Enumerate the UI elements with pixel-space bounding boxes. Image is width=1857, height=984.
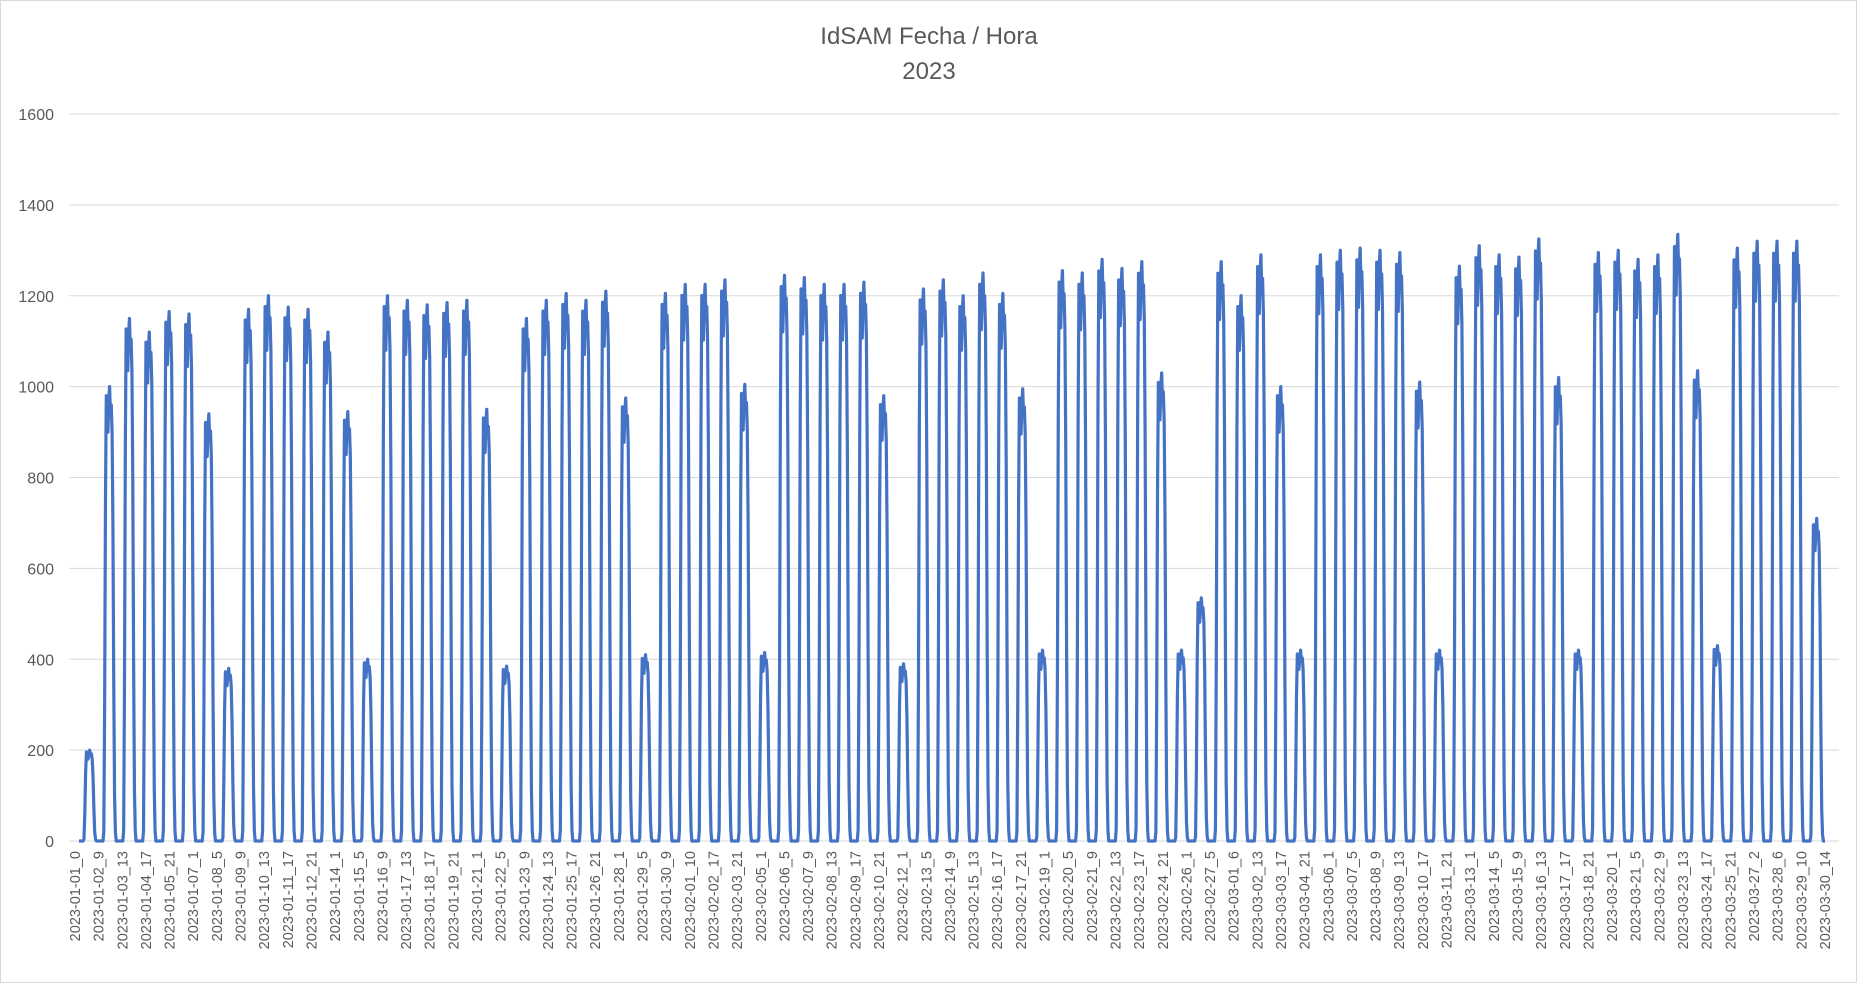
y-tick-label: 800 — [27, 471, 54, 488]
x-tick-label: 2023-02-16_17 — [990, 851, 1006, 949]
chart-title: IdSAM Fecha / Hora — [820, 23, 1038, 50]
x-tick-label: 2023-02-02_17 — [706, 851, 722, 949]
x-tick-label: 2023-02-26_1 — [1179, 851, 1195, 941]
x-tick-label: 2023-02-14_9 — [943, 851, 959, 941]
x-tick-label: 2023-01-16_9 — [375, 851, 391, 941]
y-tick-label: 1400 — [18, 198, 54, 215]
x-tick-label: 2023-01-11_17 — [281, 851, 297, 948]
x-tick-label: 2023-03-24_17 — [1700, 851, 1716, 949]
x-tick-label: 2023-02-05_1 — [754, 851, 770, 941]
x-tick-label: 2023-03-25_21 — [1723, 851, 1739, 949]
x-tick-label: 2023-01-10_13 — [257, 851, 273, 949]
x-tick-label: 2023-01-05_21 — [163, 851, 179, 949]
x-tick-label: 2023-02-01_10 — [683, 851, 699, 949]
y-tick-label: 1600 — [18, 107, 54, 124]
x-tick-label: 2023-03-08_9 — [1369, 851, 1385, 941]
x-tick-label: 2023-03-13_1 — [1463, 851, 1479, 941]
x-tick-label: 2023-01-26_21 — [588, 851, 604, 949]
x-tick-label: 2023-01-08_5 — [210, 851, 226, 941]
x-tick-label: 2023-03-18_21 — [1581, 851, 1597, 949]
x-tick-label: 2023-01-25_17 — [565, 851, 581, 949]
x-tick-label: 2023-03-20_1 — [1605, 851, 1621, 941]
y-tick-label: 1000 — [18, 380, 54, 397]
x-tick-label: 2023-01-17_13 — [399, 851, 415, 949]
chart-subtitle: 2023 — [902, 58, 955, 85]
x-tick-label: 2023-01-21_1 — [470, 851, 486, 941]
x-tick-label: 2023-02-12_1 — [896, 851, 912, 941]
x-tick-label: 2023-02-13_5 — [919, 851, 935, 941]
x-tick-label: 2023-03-09_13 — [1392, 851, 1408, 949]
x-tick-label: 2023-03-11_21 — [1440, 851, 1456, 948]
x-tick-label: 2023-03-29_10 — [1794, 851, 1810, 949]
y-tick-label: 400 — [27, 652, 54, 669]
x-tick-label: 2023-03-17_17 — [1558, 851, 1574, 949]
x-tick-label: 2023-02-03_21 — [730, 851, 746, 949]
x-axis-ticks: 2023-01-01_0 2023-01-02_9 2023-01-03_13 202… — [68, 851, 1834, 949]
x-tick-label: 2023-01-01_0 — [68, 851, 84, 941]
x-tick-label: 2023-01-03_13 — [115, 851, 131, 949]
x-tick-label: 2023-01-18_17 — [423, 851, 439, 949]
x-tick-label: 2023-03-30_14 — [1818, 851, 1834, 949]
x-tick-label: 2023-01-29_5 — [636, 851, 652, 941]
x-tick-label: 2023-01-07_1 — [186, 851, 202, 941]
x-tick-label: 2023-03-21_5 — [1629, 851, 1645, 941]
x-tick-label: 2023-03-23_13 — [1676, 851, 1692, 949]
x-tick-label: 2023-03-28_6 — [1771, 851, 1787, 941]
x-tick-label: 2023-02-07_9 — [801, 851, 817, 941]
series-line-layer — [78, 232, 1826, 843]
y-tick-label: 200 — [27, 743, 54, 760]
x-tick-label: 2023-02-10_21 — [872, 851, 888, 949]
x-tick-label: 2023-01-19_21 — [446, 851, 462, 949]
x-tick-label: 2023-02-22_13 — [1108, 851, 1124, 949]
x-tick-label: 2023-01-14_1 — [328, 851, 344, 941]
series-line — [78, 232, 1826, 843]
x-tick-label: 2023-03-10_17 — [1416, 851, 1432, 949]
x-tick-label: 2023-03-16_13 — [1534, 851, 1550, 949]
x-tick-label: 2023-02-19_1 — [1038, 851, 1054, 941]
x-tick-label: 2023-03-15_9 — [1510, 851, 1526, 941]
x-tick-label: 2023-01-15_5 — [352, 851, 368, 941]
x-tick-label: 2023-03-01_6 — [1227, 851, 1243, 941]
y-tick-label: 1200 — [18, 289, 54, 306]
x-tick-label: 2023-03-14_5 — [1487, 851, 1503, 941]
y-tick-label: 0 — [45, 834, 54, 851]
x-tick-label: 2023-01-30_9 — [659, 851, 675, 941]
x-tick-label: 2023-03-03_17 — [1274, 851, 1290, 949]
x-tick-label: 2023-02-09_17 — [848, 851, 864, 949]
x-tick-label: 2023-02-27_5 — [1203, 851, 1219, 941]
x-tick-label: 2023-01-02_9 — [92, 851, 108, 941]
x-tick-label: 2023-01-24_13 — [541, 851, 557, 949]
y-axis-ticks: 0 200 400 600 800 1000 1200 1400 1600 — [18, 107, 54, 851]
x-tick-label: 2023-01-23_9 — [517, 851, 533, 941]
x-tick-label: 2023-03-02_13 — [1250, 851, 1266, 949]
x-tick-label: 2023-02-06_5 — [777, 851, 793, 941]
x-tick-label: 2023-02-23_17 — [1132, 851, 1148, 949]
x-tick-label: 2023-01-12_21 — [304, 851, 320, 949]
x-tick-label: 2023-01-28_1 — [612, 851, 628, 941]
x-tick-label: 2023-01-22_5 — [494, 851, 510, 941]
x-tick-label: 2023-03-04_21 — [1298, 851, 1314, 949]
x-tick-label: 2023-01-09_9 — [234, 851, 250, 941]
x-tick-label: 2023-02-24_21 — [1156, 851, 1172, 949]
x-tick-label: 2023-02-15_13 — [967, 851, 983, 949]
x-tick-label: 2023-03-07_5 — [1345, 851, 1361, 941]
x-tick-label: 2023-02-17_21 — [1014, 851, 1030, 949]
x-tick-label: 2023-02-20_5 — [1061, 851, 1077, 941]
x-tick-label: 2023-02-08_13 — [825, 851, 841, 949]
x-tick-label: 2023-03-27_2 — [1747, 851, 1763, 941]
x-tick-label: 2023-02-21_9 — [1085, 851, 1101, 941]
x-tick-label: 2023-01-04_17 — [139, 851, 155, 949]
x-tick-label: 2023-03-22_9 — [1652, 851, 1668, 941]
x-tick-label: 2023-03-06_1 — [1321, 851, 1337, 941]
y-tick-label: 600 — [27, 561, 54, 578]
